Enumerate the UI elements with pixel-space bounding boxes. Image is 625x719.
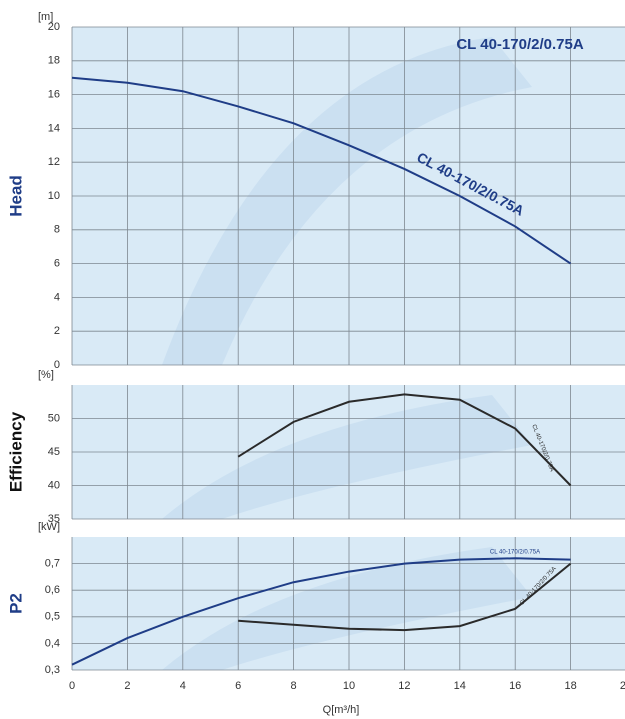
y-tick-label: 8 <box>54 224 60 236</box>
y-tick-label: 6 <box>54 258 60 270</box>
y-tick-label: 40 <box>48 479 60 491</box>
x-axis-label: Q[m³/h] <box>323 704 360 716</box>
y-tick-label: 45 <box>48 446 60 458</box>
y-tick-label: 0,6 <box>45 584 60 596</box>
y-tick-label: 14 <box>48 122 60 134</box>
x-tick-label: 14 <box>454 680 466 692</box>
y-axis-label: Head <box>6 175 25 217</box>
chart-title: CL 40-170/2/0.75A <box>456 36 583 53</box>
x-tick-label: 4 <box>180 680 186 692</box>
watermark <box>162 547 532 670</box>
x-tick-label: 18 <box>564 680 576 692</box>
series-line <box>71 76 572 265</box>
y-tick-label: 20 <box>48 21 60 33</box>
x-tick-label: 12 <box>398 680 410 692</box>
y-unit: [%] <box>38 369 54 381</box>
y-tick-label: 18 <box>48 55 60 67</box>
y-tick-label: 10 <box>48 190 60 202</box>
x-tick-label: 6 <box>235 680 241 692</box>
series-line <box>237 393 572 487</box>
y-axis-label: P2 <box>6 593 25 614</box>
y-tick-label: 12 <box>48 156 60 168</box>
y-unit: [kW] <box>38 521 60 533</box>
x-tick-label: 2 <box>124 680 130 692</box>
watermark <box>162 37 532 365</box>
series-line <box>71 557 571 666</box>
y-unit: [m] <box>38 11 53 23</box>
x-tick-label: 10 <box>343 680 355 692</box>
x-tick-label: 8 <box>291 680 297 692</box>
y-tick-label: 0,4 <box>45 637 60 649</box>
y-tick-label: 0,7 <box>45 558 60 570</box>
series-label: CL 40-170/2/0.75A <box>490 550 540 556</box>
y-tick-label: 2 <box>54 325 60 337</box>
x-tick-label: 20 <box>620 680 625 692</box>
x-tick-label: 0 <box>69 680 75 692</box>
y-tick-label: 0,3 <box>45 664 60 676</box>
y-axis-label: Efficiency <box>6 411 25 492</box>
y-tick-label: 16 <box>48 89 60 101</box>
watermark <box>162 395 532 519</box>
y-tick-label: 4 <box>54 291 60 303</box>
series-line <box>238 562 572 632</box>
y-tick-label: 0 <box>54 359 60 371</box>
y-tick-label: 50 <box>48 412 60 424</box>
x-tick-label: 16 <box>509 680 521 692</box>
y-tick-label: 35 <box>48 513 60 525</box>
y-tick-label: 0,5 <box>45 611 60 623</box>
